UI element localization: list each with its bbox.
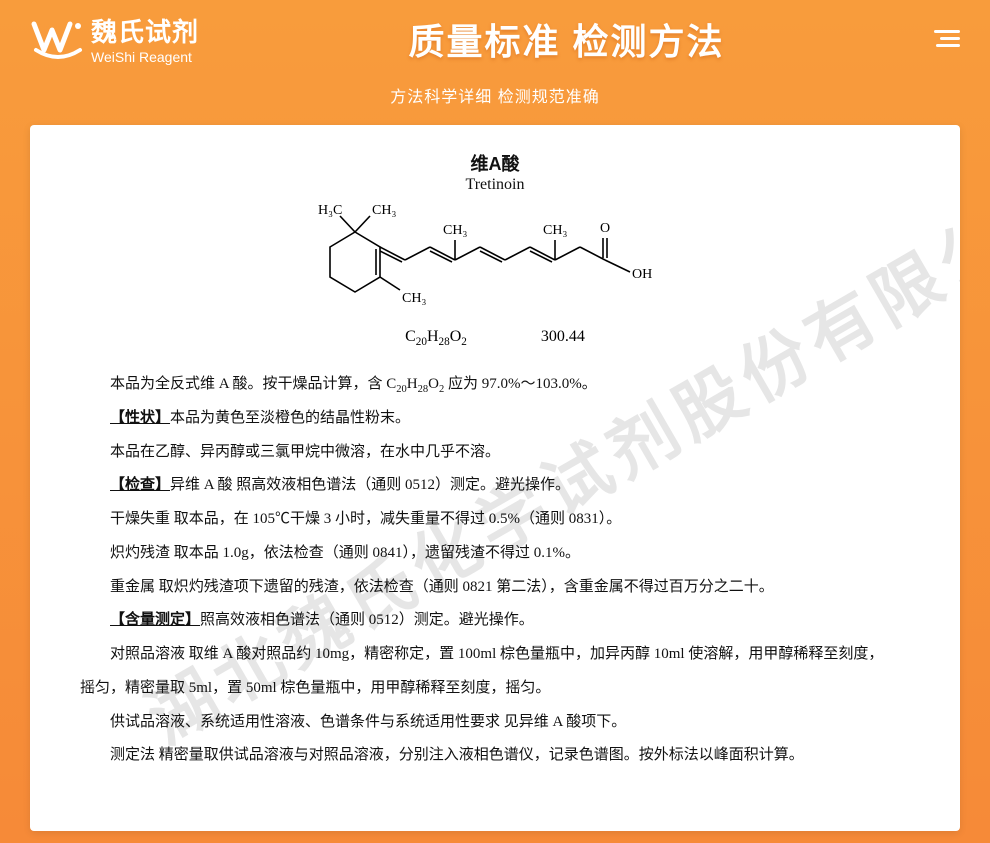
para-ref1: 对照品溶液 取维 A 酸对照品约 10mg，精密称定，置 100ml 棕色量瓶中…: [80, 638, 910, 672]
struct-label: H₃C: [318, 203, 342, 218]
main-title: 质量标准 检测方法: [199, 13, 934, 65]
molecular-weight: 300.44: [541, 328, 585, 345]
para-method: 测定法 精密量取供试品溶液与对照品溶液，分别注入液相色谱仪，记录色谱图。按外标法…: [80, 739, 910, 773]
logo-text: 魏氏试剂 WeiShi Reagent: [91, 12, 199, 65]
struct-label: OH: [632, 267, 652, 282]
logo-block: 魏氏试剂 WeiShi Reagent: [30, 12, 199, 65]
logo-en: WeiShi Reagent: [91, 49, 199, 65]
document-paper: 湖北魏氏化学试剂股份有限公司 维A酸 Tretinoin: [30, 125, 960, 831]
logo-icon: [30, 16, 86, 62]
para-assay: 【含量测定】照高效液相色谱法（通则 0512）测定。避光操作。: [80, 604, 910, 638]
subtitle: 方法科学详细 检测规范准确: [0, 73, 990, 125]
molecular-formula: C20H28O2: [405, 328, 467, 345]
header-bar: 魏氏试剂 WeiShi Reagent 质量标准 检测方法: [0, 0, 990, 73]
chem-structure: H₃C CH₃ CH₃ CH₃ CH₃ O OH: [80, 202, 910, 322]
menu-icon[interactable]: [934, 30, 960, 47]
content-body: 本品为全反式维 A 酸。按干燥品计算，含 C20H28O2 应为 97.0%～1…: [80, 368, 910, 773]
struct-label: CH₃: [402, 291, 426, 306]
para-sys: 供试品溶液、系统适用性溶液、色谱条件与系统适用性要求 见异维 A 酸项下。: [80, 706, 910, 740]
struct-label: O: [600, 221, 610, 236]
para-heavymetal: 重金属 取炽灼残渣项下遗留的残渣，依法检查（通则 0821 第二法），含重金属不…: [80, 571, 910, 605]
chem-title-cn: 维A酸: [80, 150, 910, 176]
logo-cn: 魏氏试剂: [91, 12, 199, 49]
para-drying: 干燥失重 取本品，在 105℃干燥 3 小时，减失重量不得过 0.5%（通则 0…: [80, 503, 910, 537]
struct-label: CH₃: [543, 223, 567, 238]
para-ref2: 摇匀，精密量取 5ml，置 50ml 棕色量瓶中，用甲醇稀释至刻度，摇匀。: [80, 672, 910, 706]
struct-label: CH₃: [372, 203, 396, 218]
para-properties: 【性状】本品为黄色至淡橙色的结晶性粉末。: [80, 402, 910, 436]
title-block: 质量标准 检测方法: [199, 13, 934, 65]
chem-title-en: Tretinoin: [80, 176, 910, 194]
para-residue: 炽灼残渣 取本品 1.0g，依法检查（通则 0841），遗留残渣不得过 0.1%…: [80, 537, 910, 571]
para-solubility: 本品在乙醇、异丙醇或三氯甲烷中微溶，在水中几乎不溶。: [80, 436, 910, 470]
struct-label: CH₃: [443, 223, 467, 238]
para-intro: 本品为全反式维 A 酸。按干燥品计算，含 C20H28O2 应为 97.0%～1…: [80, 368, 910, 402]
para-check: 【检查】异维 A 酸 照高效液相色谱法（通则 0512）测定。避光操作。: [80, 469, 910, 503]
formula-row: C20H28O2 300.44: [80, 328, 910, 348]
